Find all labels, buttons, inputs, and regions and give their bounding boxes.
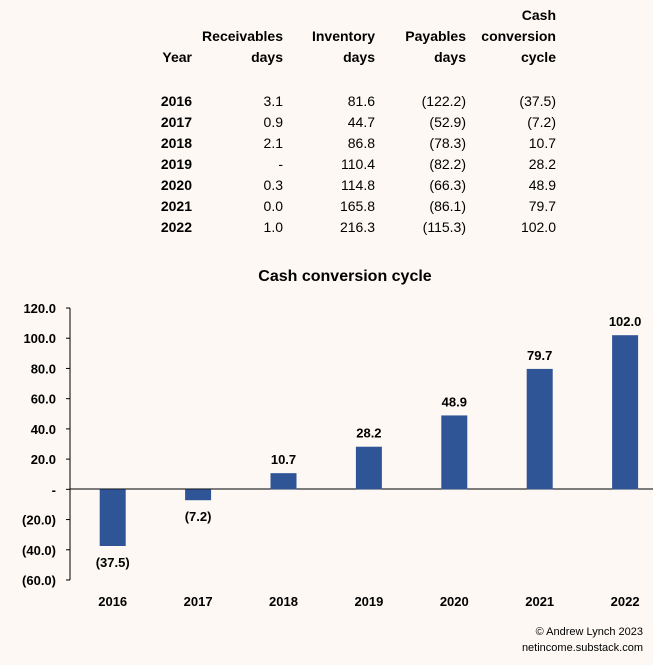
y-tick-label: 40.0: [31, 422, 56, 437]
bar-2016: [99, 489, 126, 546]
data-labels: (37.5) (7.2) 10.7 28.2 48.9 79.7 102.0: [96, 314, 642, 570]
x-tick-label: 2022: [611, 594, 640, 609]
table-year-cell: 2021: [160, 198, 192, 214]
table-cell: (86.1): [429, 198, 466, 214]
bar-2019: [355, 446, 382, 490]
table-cell: 0.0: [263, 198, 283, 214]
data-label-2022: 102.0: [609, 314, 642, 329]
table-cell: (115.3): [422, 219, 466, 235]
table-cell: 1.0: [263, 219, 283, 235]
x-tick-label: 2016: [98, 594, 127, 609]
data-label-2021: 79.7: [527, 348, 552, 363]
table-cell: 79.7: [528, 198, 556, 214]
table-cell: (78.3): [429, 135, 466, 151]
site-credit: netincome.substack.com: [521, 642, 643, 654]
table-year-cell: 2022: [160, 219, 192, 235]
chart-title: Cash conversion cycle: [258, 268, 432, 285]
bar-2017: [185, 489, 212, 501]
table-cell: 86.8: [347, 135, 375, 151]
table-cell: (122.2): [421, 93, 466, 109]
table-year-cell: 2018: [160, 135, 192, 151]
y-tick-label: 100.0: [23, 331, 56, 346]
data-label-2019: 28.2: [356, 426, 381, 441]
table-header: Year: [162, 49, 192, 65]
table-cell: (37.5): [519, 93, 556, 109]
table-cell: 44.7: [347, 114, 375, 130]
table-cell: 216.3: [339, 219, 375, 235]
table-cell: 3.1: [263, 93, 283, 109]
table-year-cell: 2019: [160, 156, 192, 172]
x-tick-label: 2018: [269, 594, 298, 609]
table-cell: (66.3): [429, 177, 466, 193]
table-cell: 2.1: [263, 135, 283, 151]
table-year-cell: 2017: [160, 114, 192, 130]
table-cell: -: [278, 156, 283, 172]
table-cell: 114.8: [341, 177, 375, 193]
bars: [99, 335, 639, 546]
table-cell: 48.9: [528, 177, 556, 193]
table-cell: (7.2): [527, 114, 556, 130]
y-tick-label: (60.0): [22, 573, 56, 588]
x-tick-label: 2020: [440, 594, 469, 609]
table-cell: 110.4: [341, 156, 375, 172]
y-tick-label: 120.0: [23, 301, 56, 316]
bar-2021: [526, 368, 553, 490]
y-tick-label: (40.0): [22, 543, 56, 558]
table-cell: (52.9): [429, 114, 466, 130]
table-cell: 102.0: [520, 219, 556, 235]
data-label-2017: (7.2): [185, 509, 212, 524]
bar-2020: [441, 415, 468, 490]
y-tick-label: 20.0: [31, 452, 56, 467]
bar-2018: [270, 473, 297, 490]
table-cell: 28.2: [528, 156, 556, 172]
table-header: Cash conversion cycle: [481, 7, 556, 65]
table-year-cell: 2020: [160, 177, 192, 193]
data-label-2018: 10.7: [271, 452, 296, 467]
y-axis-ticks: (60.0) (40.0) (20.0) - 20.0 40.0 60.0 80.0 100.0…: [22, 301, 70, 588]
data-label-2016: (37.5): [96, 555, 130, 570]
table-cell: 81.6: [347, 93, 375, 109]
table-cell: 10.7: [528, 135, 556, 151]
bar-2022: [612, 335, 639, 490]
y-tick-label: 80.0: [31, 361, 56, 376]
data-label-2020: 48.9: [442, 394, 467, 409]
copyright-credit: © Andrew Lynch 2023: [535, 626, 643, 638]
table-cell: 165.8: [339, 198, 375, 214]
x-tick-label: 2019: [354, 594, 383, 609]
table-header: Payables days: [405, 28, 466, 65]
x-axis-ticks: 2016 2017 2018 2019 2020 2021 2022: [98, 594, 639, 609]
y-tick-label: -: [52, 482, 56, 497]
table-header: Inventory days: [311, 28, 375, 65]
x-tick-label: 2021: [525, 594, 554, 609]
table-cell: 0.9: [263, 114, 283, 130]
table-header: Receivables days: [202, 28, 283, 65]
table-year-cell: 2016: [160, 93, 192, 109]
table-cell: (82.2): [429, 156, 466, 172]
y-tick-label: 60.0: [31, 392, 56, 407]
x-tick-label: 2017: [184, 594, 213, 609]
table-cell: 0.3: [263, 177, 283, 193]
y-tick-label: (20.0): [22, 513, 56, 528]
